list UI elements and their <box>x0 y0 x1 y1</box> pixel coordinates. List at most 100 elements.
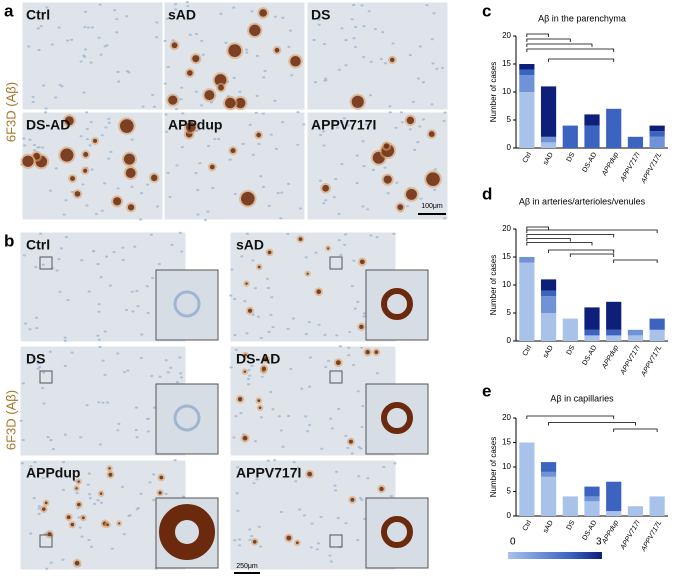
y-tick-label: 0 <box>507 511 512 520</box>
significance-bracket <box>526 238 571 242</box>
y-tick-label: 20 <box>502 31 511 40</box>
bar-segment <box>562 496 578 516</box>
x-tick-label: APPdup <box>601 151 620 178</box>
significance-bracket <box>526 43 593 47</box>
panel-letter: a <box>4 1 14 20</box>
bar-segment <box>649 496 665 516</box>
significance-bracket <box>526 38 571 42</box>
significance-bracket <box>526 234 615 238</box>
significance-bracket <box>526 48 615 52</box>
bar-segment <box>649 318 665 330</box>
roi-box <box>329 256 343 270</box>
panel-letter: c <box>482 1 491 20</box>
bar-segment <box>584 486 600 497</box>
bar-segment <box>519 262 535 341</box>
bar-segment <box>540 142 557 148</box>
y-tick-label: 20 <box>502 413 511 422</box>
y-tick-label: 10 <box>502 280 511 289</box>
image-label: DS-AD <box>236 351 280 367</box>
x-tick-label: APPV717I <box>619 519 642 551</box>
bar-segment <box>540 296 557 313</box>
bar-segment <box>540 471 557 477</box>
significance-bracket <box>526 242 593 246</box>
bar-segment <box>606 108 622 148</box>
bar-segment <box>562 318 578 341</box>
image-label: APPV717I <box>236 465 301 481</box>
y-axis-label: Number of cases <box>489 62 498 122</box>
bar-segment <box>649 136 665 148</box>
image-label: APPV717I <box>311 117 376 133</box>
bar-segment <box>627 136 644 148</box>
bar-segment <box>540 290 557 297</box>
bar-segment <box>606 335 622 341</box>
x-tick-label: APPV717I <box>619 151 642 183</box>
x-tick-label: DS <box>566 151 577 163</box>
stain-label: 6F3D (Aβ) <box>3 390 18 450</box>
inset <box>365 497 429 569</box>
x-tick-label: APPV717L <box>640 344 664 378</box>
bar-segment <box>584 125 600 148</box>
color-scale-max: 3 <box>596 537 602 548</box>
bar-segment <box>627 335 644 341</box>
panel-letter: d <box>482 184 492 203</box>
x-tick-label: Ctrl <box>522 151 534 164</box>
inset <box>365 269 429 341</box>
bar-segment <box>606 301 622 330</box>
image-label: Ctrl <box>26 237 50 253</box>
x-tick-label: APPV717L <box>640 151 664 185</box>
x-tick-label: APPdup <box>601 344 620 371</box>
x-tick-label: sAD <box>542 519 555 534</box>
bar-segment <box>606 329 622 336</box>
bar-segment <box>584 307 600 330</box>
x-tick-label: Ctrl <box>522 344 534 357</box>
significance-bracket <box>548 58 615 62</box>
x-tick-label: DS-AD <box>581 344 598 366</box>
bar-segment <box>606 481 622 512</box>
bar-segment <box>540 476 557 516</box>
y-tick-label: 5 <box>507 308 512 317</box>
significance-bracket <box>569 253 615 257</box>
y-tick-label: 20 <box>502 224 511 233</box>
y-tick-label: 15 <box>502 438 511 447</box>
bar-segment <box>562 125 578 148</box>
significance-bracket <box>526 226 549 230</box>
bar-segment <box>540 86 557 137</box>
significance-bracket <box>526 229 658 233</box>
bar-segment <box>584 496 600 502</box>
y-tick-label: 5 <box>507 487 512 496</box>
image-label: DS <box>311 7 330 23</box>
bar-segment <box>519 92 535 148</box>
bar-segment <box>519 75 535 92</box>
color-scale <box>508 552 602 559</box>
micrograph <box>21 1 164 111</box>
bar-segment <box>627 329 644 336</box>
image-label: sAD <box>168 7 196 23</box>
bar-segment <box>584 114 600 126</box>
y-tick-label: 5 <box>507 115 512 124</box>
x-tick-label: sAD <box>542 151 555 166</box>
panel-letter: e <box>482 381 491 400</box>
significance-bracket <box>548 422 636 426</box>
bar-segment <box>627 506 644 516</box>
x-tick-label: sAD <box>542 344 555 359</box>
significance-bracket <box>548 249 615 253</box>
chart-title: Aβ in capillaries <box>550 393 614 403</box>
panel-letter: b <box>4 231 14 250</box>
x-tick-label: APPV717I <box>619 344 642 376</box>
y-tick-label: 15 <box>502 252 511 261</box>
micrograph <box>306 1 449 111</box>
bar-segment <box>606 511 622 516</box>
bar-segment <box>519 257 535 263</box>
roi-box <box>329 534 343 548</box>
roi-box <box>39 370 53 384</box>
y-tick-label: 10 <box>502 462 511 471</box>
bar-segment <box>519 442 535 516</box>
roi-box <box>329 370 343 384</box>
scale-label: 250μm <box>236 563 258 570</box>
scale-label: 100μm <box>421 203 443 210</box>
bar-segment <box>540 136 557 143</box>
x-tick-label: DS-AD <box>581 151 598 173</box>
significance-bracket <box>613 428 658 432</box>
x-tick-label: DS <box>566 344 577 356</box>
